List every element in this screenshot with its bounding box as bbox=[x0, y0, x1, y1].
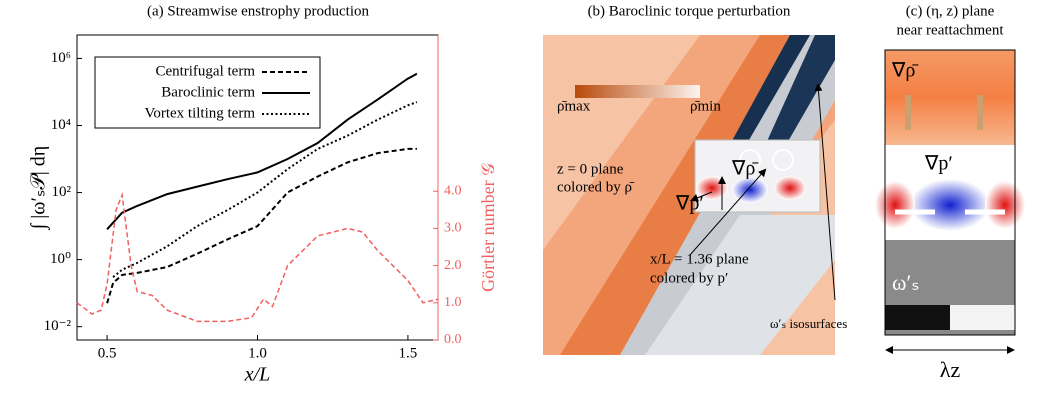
y-axis-label: ∫ |ω′ₛ𝒫| dη bbox=[28, 146, 51, 231]
label: ∇p′ bbox=[924, 153, 953, 175]
label: colored by p′ bbox=[650, 270, 728, 286]
series-line bbox=[76, 191, 439, 323]
legend-label: Vortex tilting term bbox=[144, 105, 255, 121]
panel-title: near reattachment bbox=[896, 22, 1004, 38]
label: ∇ρ̄ bbox=[731, 158, 759, 180]
series-line bbox=[106, 147, 417, 304]
colorbar bbox=[575, 85, 700, 98]
panel-b: (b) Baroclinic torque perturbation ρ̄max… bbox=[543, 3, 847, 355]
series-line bbox=[112, 101, 418, 278]
label: ∇ρ̄ bbox=[891, 60, 919, 82]
y-tick-label: 10⁶ bbox=[51, 50, 71, 66]
x-tick-label: 1.5 bbox=[399, 345, 418, 361]
label: ρ̄min bbox=[690, 98, 721, 114]
panel-title: (c) (η, z) plane bbox=[906, 3, 995, 19]
plane bbox=[645, 215, 835, 355]
legend-label: Centrifugal term bbox=[155, 63, 255, 79]
arrow bbox=[689, 168, 767, 256]
swirl bbox=[739, 149, 761, 171]
y2-tick-label: 0.0 bbox=[444, 332, 462, 347]
label: ω′ₛ isosurfaces bbox=[770, 316, 847, 331]
pressure-blob bbox=[732, 177, 768, 203]
pressure-blob bbox=[985, 181, 1025, 229]
legend-label: Baroclinic term bbox=[161, 84, 255, 100]
arrow bbox=[690, 191, 713, 202]
pressure-blob bbox=[774, 176, 806, 200]
x-tick-label: 1.0 bbox=[248, 345, 267, 361]
x-tick-label: 0.5 bbox=[98, 345, 117, 361]
label: ∇p′ bbox=[675, 193, 704, 215]
y-tick-label: 10² bbox=[52, 184, 72, 200]
arrow bbox=[814, 83, 836, 301]
swirl bbox=[772, 149, 794, 171]
label: z = 0 plane bbox=[557, 161, 624, 177]
panel-c: (c) (η, z) plane near reattachment ∇ρ̄ ∇… bbox=[875, 3, 1025, 382]
panel-title: (b) Baroclinic torque perturbation bbox=[588, 3, 791, 19]
y2-tick-label: 4.0 bbox=[444, 183, 462, 198]
frame bbox=[884, 49, 1016, 336]
y-tick-label: 10⁰ bbox=[50, 251, 71, 267]
y2-tick-label: 3.0 bbox=[444, 221, 462, 236]
label: ρ̄max bbox=[557, 98, 591, 114]
x-axis-label: x/L bbox=[244, 364, 271, 386]
label: x/L = 1.36 plane bbox=[650, 251, 749, 267]
series-line bbox=[106, 72, 418, 230]
y-tick-label: 10⁴ bbox=[51, 117, 71, 133]
label: λz bbox=[940, 357, 961, 382]
pressure-blob bbox=[910, 179, 990, 231]
label: colored by ρ̄ bbox=[557, 179, 635, 195]
y2-axis-label: Görtler number 𝒢 bbox=[478, 163, 498, 292]
chart-title: (a) Streamwise enstrophy production bbox=[147, 3, 370, 19]
pressure-blob bbox=[875, 181, 915, 229]
label: ω′ₛ bbox=[892, 270, 920, 295]
surface-band bbox=[560, 35, 800, 355]
vorticity-blob bbox=[885, 305, 950, 330]
vorticity-blob bbox=[950, 305, 1015, 330]
y2-tick-label: 1.0 bbox=[444, 295, 462, 310]
y2-tick-label: 2.0 bbox=[444, 258, 462, 273]
y-tick-label: 10⁻² bbox=[44, 318, 72, 334]
